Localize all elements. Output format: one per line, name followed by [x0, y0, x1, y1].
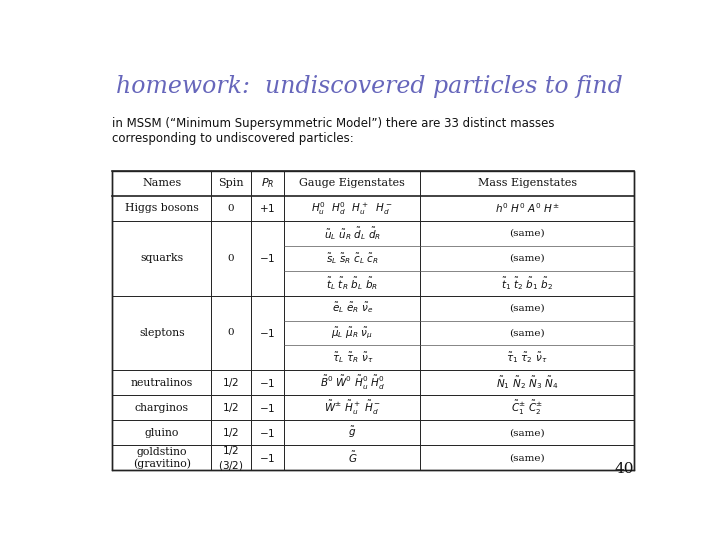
Text: 0: 0 — [228, 328, 234, 338]
Text: 0: 0 — [228, 254, 234, 262]
Text: $\tilde{\mu}_L\ \tilde{\mu}_R\ \tilde{\nu}_\mu$: $\tilde{\mu}_L\ \tilde{\mu}_R\ \tilde{\n… — [331, 325, 374, 341]
Text: $\tilde{N}_1\ \tilde{N}_2\ \tilde{N}_3\ \tilde{N}_4$: $\tilde{N}_1\ \tilde{N}_2\ \tilde{N}_3\ … — [496, 374, 558, 392]
Text: (same): (same) — [509, 254, 545, 262]
Text: (same): (same) — [509, 428, 545, 437]
Text: Higgs bosons: Higgs bosons — [125, 203, 199, 213]
Text: homework:  undiscovered particles to find: homework: undiscovered particles to find — [116, 75, 622, 98]
Text: $1/2$: $1/2$ — [222, 376, 240, 389]
Text: $-1$: $-1$ — [259, 427, 276, 439]
Text: $h^0\ H^0\ A^0\ H^{\pm}$: $h^0\ H^0\ A^0\ H^{\pm}$ — [495, 201, 559, 215]
Text: $\tilde{e}_L\ \tilde{e}_R\ \tilde{\nu}_e$: $\tilde{e}_L\ \tilde{e}_R\ \tilde{\nu}_e… — [332, 301, 373, 315]
Text: Names: Names — [143, 178, 181, 188]
Text: squarks: squarks — [140, 253, 184, 263]
Text: $\tilde{C}_1^{\pm}\ \tilde{C}_2^{\pm}$: $\tilde{C}_1^{\pm}\ \tilde{C}_2^{\pm}$ — [511, 399, 543, 417]
Text: neutralinos: neutralinos — [131, 378, 193, 388]
Text: $\tilde{g}$: $\tilde{g}$ — [348, 426, 356, 440]
Text: $1/2$: $1/2$ — [222, 426, 240, 439]
Text: $H_u^0\ \ H_d^0\ \ H_u^+\ \ H_d^-$: $H_u^0\ \ H_d^0\ \ H_u^+\ \ H_d^-$ — [311, 200, 393, 217]
Text: $\tilde{W}^{\pm}\ \tilde{H}_u^+\ \tilde{H}_d^-$: $\tilde{W}^{\pm}\ \tilde{H}_u^+\ \tilde{… — [324, 399, 381, 417]
Text: $\tilde{t}_L\ \tilde{t}_R\ \tilde{b}_L\ \tilde{b}_R$: $\tilde{t}_L\ \tilde{t}_R\ \tilde{b}_L\ … — [326, 275, 379, 292]
Text: $\tilde{u}_L\ \tilde{u}_R\ \tilde{d}_L\ \tilde{d}_R$: $\tilde{u}_L\ \tilde{u}_R\ \tilde{d}_L\ … — [324, 225, 381, 241]
Text: $P_R$: $P_R$ — [261, 177, 274, 190]
Text: $\tilde{s}_L\ \tilde{s}_R\ \tilde{c}_L\ \tilde{c}_R$: $\tilde{s}_L\ \tilde{s}_R\ \tilde{c}_L\ … — [325, 251, 379, 266]
Text: $\tilde{\tau}_1\ \tilde{\tau}_2\ \tilde{\nu}_\tau$: $\tilde{\tau}_1\ \tilde{\tau}_2\ \tilde{… — [506, 350, 548, 366]
Text: Mass Eigenstates: Mass Eigenstates — [477, 178, 577, 188]
Text: gluino: gluino — [145, 428, 179, 438]
Text: $1/2$
$(3/2)$: $1/2$ $(3/2)$ — [218, 444, 244, 471]
Text: 0: 0 — [228, 204, 234, 213]
Text: $\tilde{\tau}_L\ \tilde{\tau}_R\ \tilde{\nu}_\tau$: $\tilde{\tau}_L\ \tilde{\tau}_R\ \tilde{… — [332, 350, 373, 366]
Text: $-1$: $-1$ — [259, 377, 276, 389]
Text: $\tilde{t}_1\ \tilde{t}_2\ \tilde{b}_1\ \tilde{b}_2$: $\tilde{t}_1\ \tilde{t}_2\ \tilde{b}_1\ … — [501, 275, 553, 292]
Text: charginos: charginos — [135, 403, 189, 413]
Text: sleptons: sleptons — [139, 328, 185, 338]
Text: $1/2$: $1/2$ — [222, 401, 240, 414]
Text: $-1$: $-1$ — [259, 327, 276, 339]
Text: in MSSM (“Minimum Supersymmetric Model”) there are 33 distinct masses
correspond: in MSSM (“Minimum Supersymmetric Model”)… — [112, 117, 555, 145]
Text: Gauge Eigenstates: Gauge Eigenstates — [300, 178, 405, 188]
Text: $\tilde{B}^0\ \tilde{W}^0\ \tilde{H}_u^0\ \tilde{H}_d^0$: $\tilde{B}^0\ \tilde{W}^0\ \tilde{H}_u^0… — [320, 374, 384, 392]
Text: (same): (same) — [509, 453, 545, 462]
Text: $-1$: $-1$ — [259, 452, 276, 464]
Text: (same): (same) — [509, 229, 545, 238]
Text: $\tilde{G}$: $\tilde{G}$ — [348, 450, 357, 465]
Text: $+1$: $+1$ — [259, 202, 276, 214]
Text: Spin: Spin — [218, 178, 244, 188]
Text: $-1$: $-1$ — [259, 252, 276, 264]
Text: 40: 40 — [615, 462, 634, 476]
Text: goldstino
(gravitino): goldstino (gravitino) — [133, 447, 191, 469]
Text: (same): (same) — [509, 303, 545, 313]
Text: $-1$: $-1$ — [259, 402, 276, 414]
Text: (same): (same) — [509, 328, 545, 338]
